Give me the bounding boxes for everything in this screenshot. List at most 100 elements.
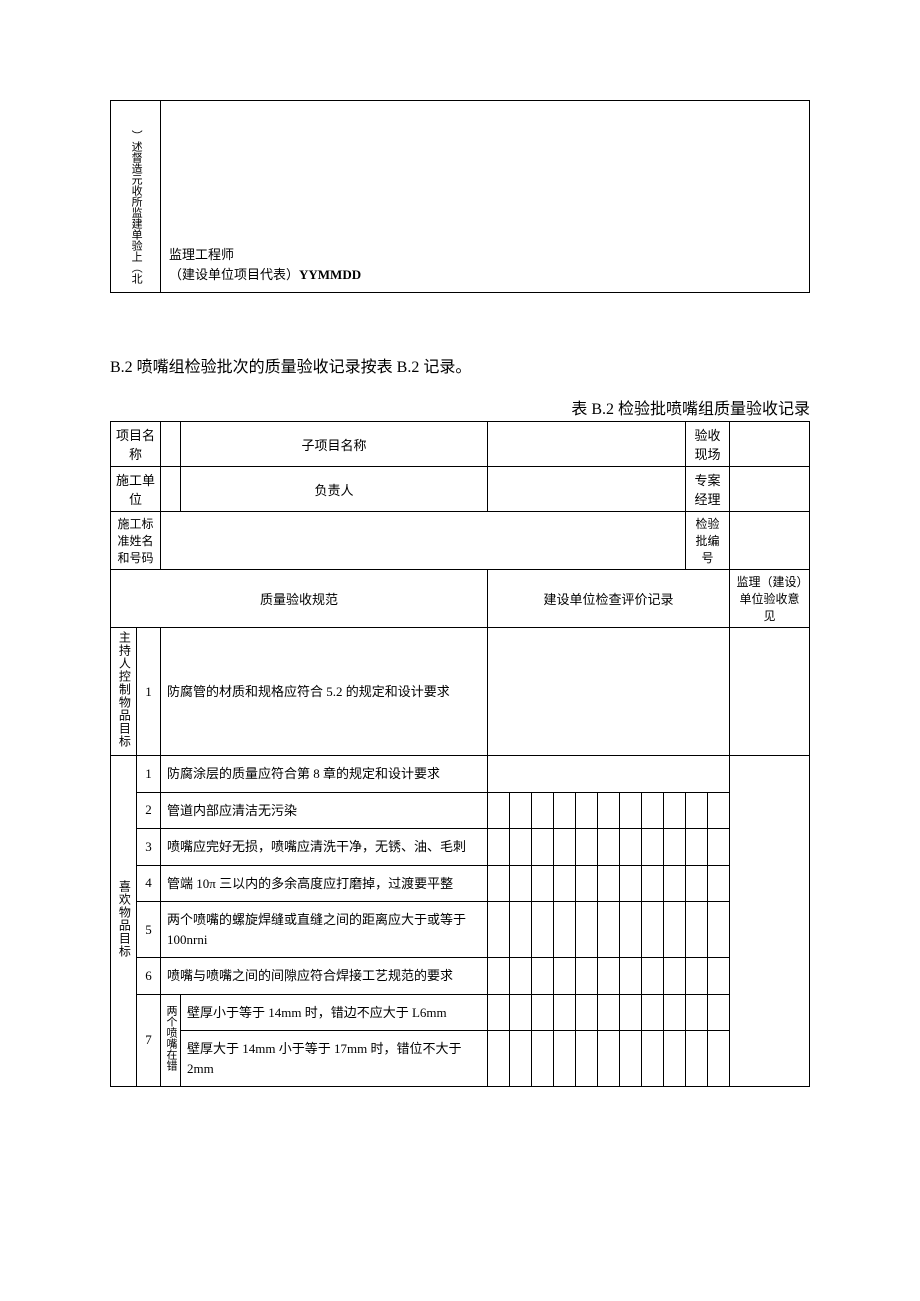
chk — [554, 865, 576, 902]
chk — [642, 958, 664, 995]
chk — [708, 902, 730, 958]
chk — [664, 994, 686, 1031]
hdr-std-name: 施工标准姓名和号码 — [111, 512, 161, 570]
chk — [642, 902, 664, 958]
g2-op — [730, 756, 810, 1087]
val-std-name — [161, 512, 686, 570]
chk — [708, 865, 730, 902]
chk — [532, 902, 554, 958]
hdr-sup-opinion: 监理（建设）单位验收意见 — [730, 570, 810, 628]
chk — [686, 1031, 708, 1087]
group1-label-cell: 主持人控制物品目标 — [111, 628, 137, 756]
hdr-site: 验收现场 — [686, 422, 730, 467]
chk — [532, 1031, 554, 1087]
chk — [664, 902, 686, 958]
val-project-name — [161, 422, 181, 467]
group2-label-cell: 喜欢物品目标 — [111, 756, 137, 1087]
g2-1-text: 防腐涂层的质量应符合第 8 章的规定和设计要求 — [161, 756, 488, 793]
hdr-quality-spec: 质量验收规范 — [111, 570, 488, 628]
val-subproject — [488, 422, 686, 467]
chk — [532, 792, 554, 829]
chk — [532, 865, 554, 902]
chk — [554, 994, 576, 1031]
g2-2-text: 管道内部应清洁无污染 — [161, 792, 488, 829]
group2-label: 喜欢物品目标 — [117, 880, 131, 958]
chk — [664, 792, 686, 829]
g2-5-text: 两个喷嘴的螺旋焊缝或直缝之间的距离应大于或等于 100nrni — [161, 902, 488, 958]
rep-line: （建设单位项目代表）YYMMDD — [169, 265, 801, 285]
chk — [510, 865, 532, 902]
chk — [686, 792, 708, 829]
chk — [642, 792, 664, 829]
g2-3-num: 3 — [137, 829, 161, 866]
chk — [488, 902, 510, 958]
g2-2-num: 2 — [137, 792, 161, 829]
hdr-construction-unit: 施工单位 — [111, 467, 161, 512]
chk — [708, 994, 730, 1031]
g2-6-num: 6 — [137, 958, 161, 995]
chk — [598, 829, 620, 866]
val-responsible — [488, 467, 686, 512]
chk — [598, 792, 620, 829]
chk — [488, 792, 510, 829]
chk — [488, 958, 510, 995]
val-batch-no — [730, 512, 810, 570]
chk — [642, 994, 664, 1031]
chk — [554, 792, 576, 829]
chk — [620, 958, 642, 995]
chk — [708, 792, 730, 829]
engineer-line: 监理工程师 — [169, 245, 801, 265]
g2-7a-text: 壁厚小于等于 14mm 时，错边不应大于 L6mm — [181, 994, 488, 1031]
g1-num: 1 — [137, 628, 161, 756]
g2-7-sublabel: 两个喷嘴在错 — [165, 1005, 176, 1071]
val-construction-unit — [161, 467, 181, 512]
top-signature-box: ）述督造元收所监建单验上（北 监理工程师 （建设单位项目代表）YYMMDD — [110, 100, 810, 293]
chk — [598, 902, 620, 958]
chk — [488, 829, 510, 866]
chk — [686, 865, 708, 902]
chk — [510, 829, 532, 866]
chk — [554, 829, 576, 866]
main-table: 项目名称 子项目名称 验收现场 施工单位 负责人 专案经理 施工标准姓名和号码 … — [110, 421, 810, 1087]
chk — [510, 958, 532, 995]
chk — [554, 1031, 576, 1087]
g2-1-num: 1 — [137, 756, 161, 793]
chk — [554, 902, 576, 958]
top-right-cell: 监理工程师 （建设单位项目代表）YYMMDD — [161, 101, 810, 293]
val-site — [730, 422, 810, 467]
val-pm — [730, 467, 810, 512]
chk — [686, 994, 708, 1031]
hdr-project-name: 项目名称 — [111, 422, 161, 467]
chk — [598, 958, 620, 995]
g2-5-num: 5 — [137, 902, 161, 958]
chk — [620, 902, 642, 958]
chk — [576, 958, 598, 995]
chk — [620, 865, 642, 902]
chk — [664, 1031, 686, 1087]
chk — [708, 958, 730, 995]
chk — [510, 902, 532, 958]
g2-6-text: 喷嘴与喷嘴之间的间隙应符合焊接工艺规范的要求 — [161, 958, 488, 995]
hdr-responsible: 负责人 — [181, 467, 488, 512]
chk — [576, 1031, 598, 1087]
g2-7-num: 7 — [137, 994, 161, 1087]
chk — [488, 1031, 510, 1087]
g1-text: 防腐管的材质和规格应符合 5.2 的规定和设计要求 — [161, 628, 488, 756]
chk — [576, 994, 598, 1031]
chk — [642, 829, 664, 866]
chk — [708, 1031, 730, 1087]
chk — [532, 958, 554, 995]
chk — [664, 829, 686, 866]
chk — [708, 829, 730, 866]
g2-4-text: 管端 10π 三以内的多余高度应打磨掉，过渡要平整 — [161, 865, 488, 902]
chk — [532, 994, 554, 1031]
chk — [576, 865, 598, 902]
g2-7b-text: 壁厚大于 14mm 小于等于 17mm 时，错位不大于 2mm — [181, 1031, 488, 1087]
chk — [642, 865, 664, 902]
chk — [620, 792, 642, 829]
chk — [510, 792, 532, 829]
hdr-batch-no: 检验批编号 — [686, 512, 730, 570]
chk — [620, 994, 642, 1031]
chk — [686, 958, 708, 995]
chk — [576, 829, 598, 866]
